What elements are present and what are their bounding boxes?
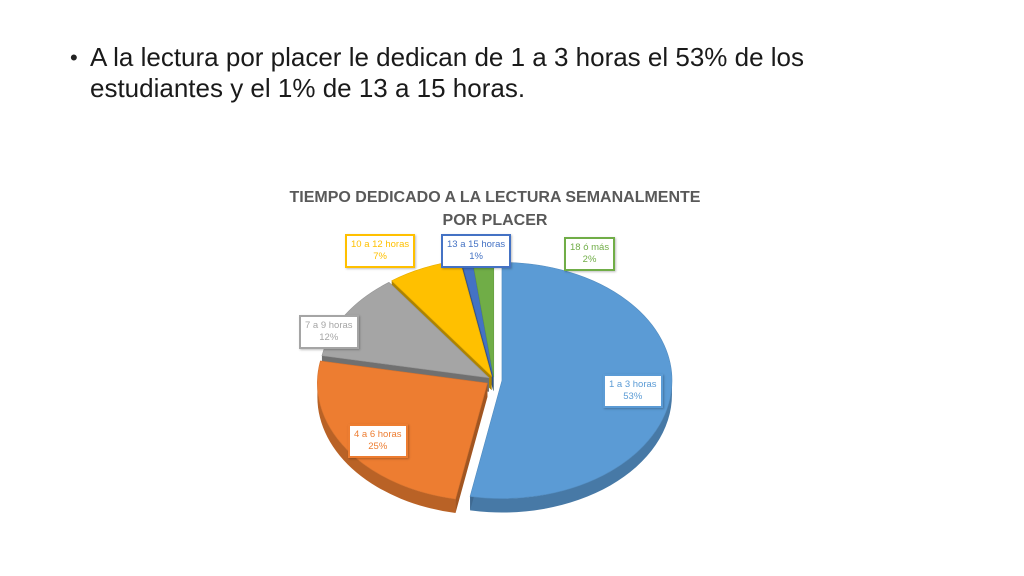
bullet-text: A la lectura por placer le dedican de 1 … <box>90 42 805 103</box>
data-label-value: 7% <box>373 251 387 262</box>
bullet-point: • A la lectura por placer le dedican de … <box>70 42 970 104</box>
data-label-value: 25% <box>368 441 388 452</box>
pie-slice-2 <box>321 281 490 379</box>
data-label-4: 13 a 15 horas 1% <box>441 234 512 268</box>
chart-title: TIEMPO DEDICADO A LA LECTURA SEMANALMENT… <box>289 189 701 229</box>
pie-cut-1-0 <box>455 383 488 514</box>
pie-side-0 <box>470 380 672 513</box>
data-label-value: 2% <box>582 254 597 265</box>
data-label-value: 53% <box>623 391 643 402</box>
data-label-5: 18 ó más 2% <box>564 237 616 271</box>
data-label-category: 7 a 9 horas <box>305 320 353 331</box>
data-label-category: 18 ó más <box>570 242 610 253</box>
data-label-0: 1 a 3 horas 53% <box>603 374 663 408</box>
data-label-value: 1% <box>469 251 483 262</box>
data-label-category: 4 a 6 horas <box>354 429 402 440</box>
data-label-category: 10 a 12 horas <box>351 239 410 250</box>
data-label-category: 13 a 15 horas <box>447 239 506 250</box>
bullet-dot: • <box>70 45 78 70</box>
data-label-1: 4 a 6 horas 25% <box>348 424 408 458</box>
data-label-3: 10 a 12 horas 7% <box>345 234 416 268</box>
data-label-category: 1 a 3 horas <box>609 379 657 390</box>
data-label-value: 12% <box>319 332 339 343</box>
pie-slice-0 <box>469 262 673 499</box>
pie-side-1 <box>317 383 456 514</box>
data-label-2: 7 a 9 horas 12% <box>299 315 359 349</box>
